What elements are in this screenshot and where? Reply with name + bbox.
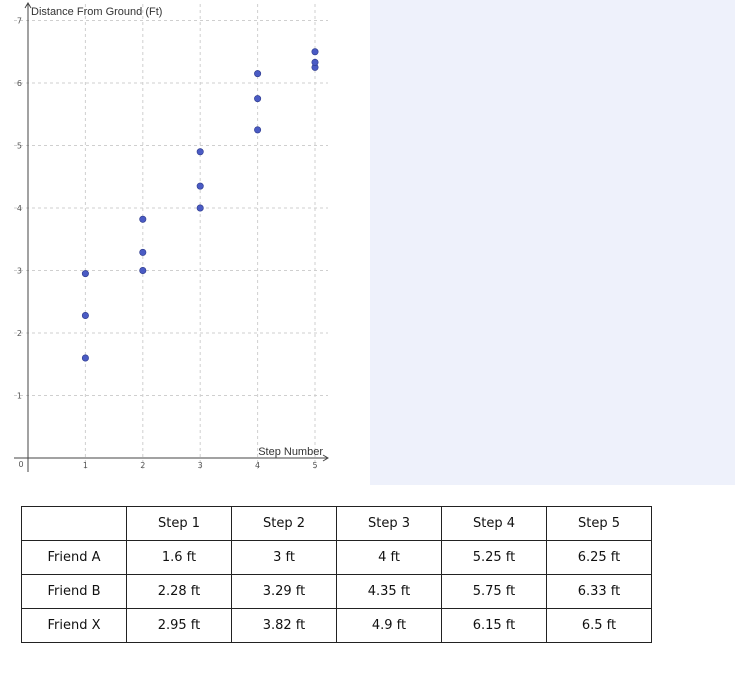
table-cell: 6.15 ft xyxy=(441,608,547,643)
x-tick-label: 4 xyxy=(255,461,260,470)
table-cell: 4.35 ft xyxy=(336,574,442,609)
y-axis-label: Distance From Ground (Ft) xyxy=(31,6,162,18)
data-point xyxy=(139,248,147,256)
data-point xyxy=(311,58,319,66)
axes xyxy=(14,2,329,472)
x-axis-label: Step Number xyxy=(258,446,323,458)
y-tick-label: 1 xyxy=(17,392,22,401)
header-cell: Step 1 xyxy=(126,506,232,541)
y-axis-arrow xyxy=(24,2,32,9)
data-point xyxy=(139,215,147,223)
table-cell: 6.25 ft xyxy=(546,540,652,575)
y-tick-label: 3 xyxy=(17,267,22,276)
table-header-row: Step 1 Step 2 Step 3 Step 4 Step 5 xyxy=(21,506,652,541)
data-points xyxy=(81,48,319,362)
origin-label: 0 xyxy=(18,460,23,469)
data-point xyxy=(196,182,204,190)
x-tick-label: 5 xyxy=(312,461,317,470)
table-row: Friend X 2.95 ft 3.82 ft 4.9 ft 6.15 ft … xyxy=(21,608,652,643)
table-cell: 2.28 ft xyxy=(126,574,232,609)
data-point xyxy=(254,126,262,134)
scatter-chart: 1 2 3 4 5 1 2 3 4 5 6 7 Distance From Ground (Ft) S… xyxy=(14,2,329,472)
x-tick-label: 1 xyxy=(83,461,88,470)
table-cell: 1.6 ft xyxy=(126,540,232,575)
data-point xyxy=(196,204,204,212)
tick-labels: 1 2 3 4 5 1 2 3 4 5 6 7 xyxy=(17,17,318,471)
row-label: Friend X xyxy=(21,608,127,643)
table-cell: 5.25 ft xyxy=(441,540,547,575)
y-tick-label: 6 xyxy=(17,79,22,88)
x-tick-label: 2 xyxy=(140,461,145,470)
data-point xyxy=(254,95,262,103)
blank-panel xyxy=(370,0,735,485)
y-tick-label: 2 xyxy=(17,329,22,338)
y-tick-label: 5 xyxy=(17,142,22,151)
x-axis-arrow xyxy=(322,454,329,462)
x-tick-label: 3 xyxy=(198,461,203,470)
table-row: Friend A 1.6 ft 3 ft 4 ft 5.25 ft 6.25 f… xyxy=(21,540,652,575)
row-label: Friend B xyxy=(21,574,127,609)
data-point xyxy=(81,311,89,319)
y-tick-label: 7 xyxy=(17,17,22,26)
table-cell: 4 ft xyxy=(336,540,442,575)
row-label: Friend A xyxy=(21,540,127,575)
data-point xyxy=(196,148,204,156)
grid-lines xyxy=(14,4,328,472)
data-point xyxy=(139,266,147,274)
table-cell: 3.82 ft xyxy=(231,608,337,643)
header-cell: Step 3 xyxy=(336,506,442,541)
header-cell: Step 5 xyxy=(546,506,652,541)
table-cell: 5.75 ft xyxy=(441,574,547,609)
data-point xyxy=(311,48,319,56)
header-cell xyxy=(21,506,127,541)
data-table: Step 1 Step 2 Step 3 Step 4 Step 5 Frien… xyxy=(21,506,652,643)
table-cell: 3 ft xyxy=(231,540,337,575)
table-row: Friend B 2.28 ft 3.29 ft 4.35 ft 5.75 ft… xyxy=(21,574,652,609)
header-cell: Step 4 xyxy=(441,506,547,541)
table-cell: 3.29 ft xyxy=(231,574,337,609)
data-point xyxy=(81,270,89,278)
data-point xyxy=(81,354,89,362)
table-cell: 6.5 ft xyxy=(546,608,652,643)
header-cell: Step 2 xyxy=(231,506,337,541)
y-tick-label: 4 xyxy=(17,204,22,213)
table-cell: 2.95 ft xyxy=(126,608,232,643)
data-point xyxy=(254,70,262,78)
table-cell: 4.9 ft xyxy=(336,608,442,643)
table-cell: 6.33 ft xyxy=(546,574,652,609)
